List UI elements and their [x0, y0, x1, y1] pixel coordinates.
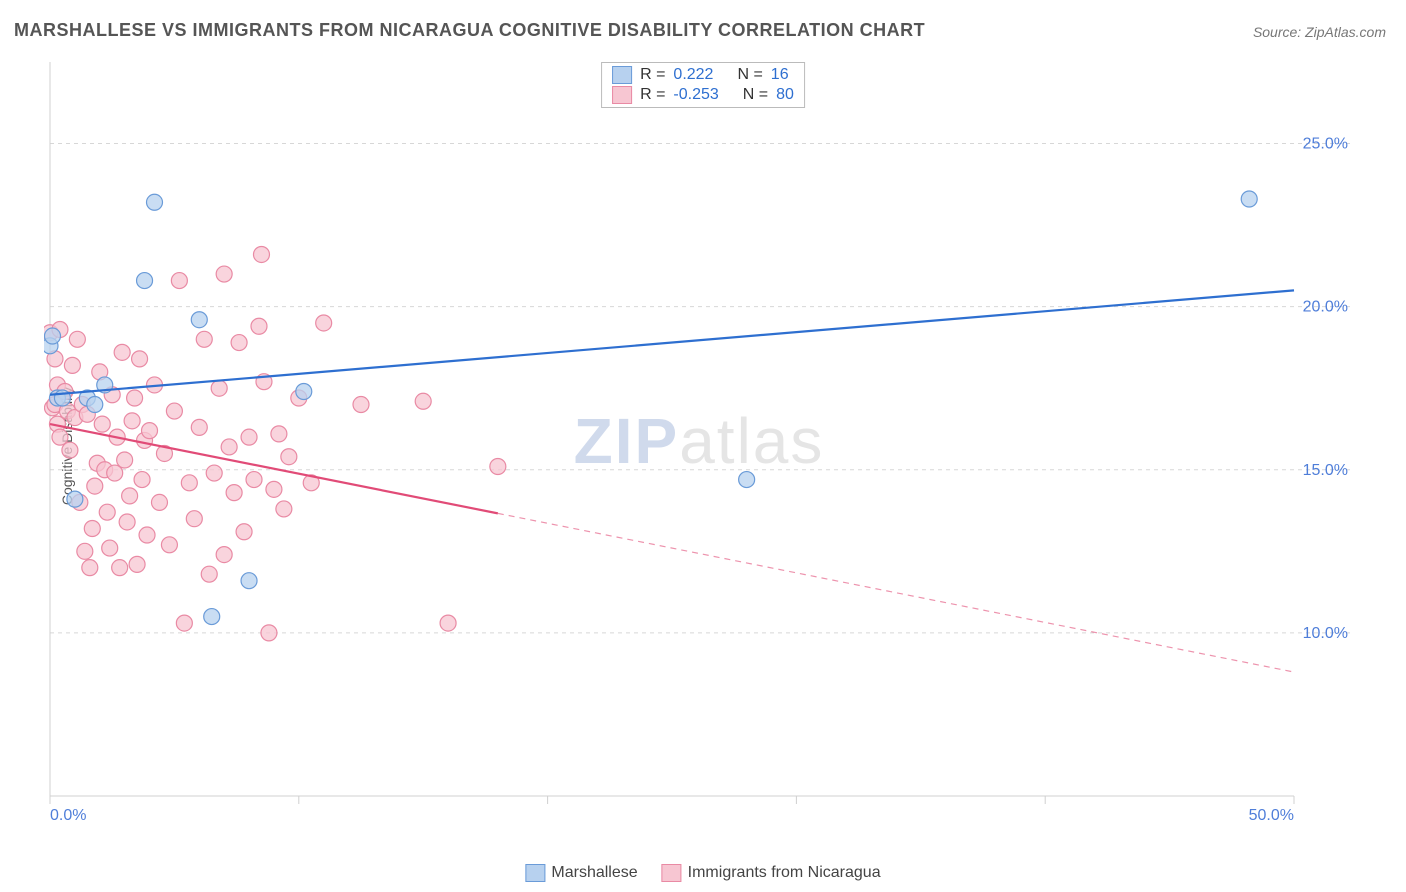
r-label: R = — [640, 66, 665, 84]
legend-item-b: Immigrants from Nicaragua — [662, 864, 881, 882]
r-value-b: -0.253 — [673, 86, 718, 104]
chart-area: 10.0%15.0%20.0%25.0%0.0%50.0% ZIPatlas — [44, 56, 1354, 826]
legend-item-a: Marshallese — [525, 864, 637, 882]
svg-text:15.0%: 15.0% — [1303, 462, 1348, 479]
legend-stats: R = 0.222 N = 16 R = -0.253 N = 80 — [601, 62, 805, 108]
legend-stats-row-b: R = -0.253 N = 80 — [612, 85, 794, 105]
n-value-b: 80 — [776, 86, 794, 104]
n-value-a: 16 — [771, 66, 789, 84]
svg-text:50.0%: 50.0% — [1249, 807, 1294, 824]
svg-text:0.0%: 0.0% — [50, 807, 86, 824]
legend-series: Marshallese Immigrants from Nicaragua — [525, 864, 880, 882]
n-label: N = — [743, 86, 768, 104]
swatch-b-icon — [612, 86, 632, 104]
legend-stats-row-a: R = 0.222 N = 16 — [612, 65, 794, 85]
svg-text:10.0%: 10.0% — [1303, 625, 1348, 642]
legend-label-a: Marshallese — [551, 864, 637, 882]
scatter-chart: 10.0% 15.0% 20.0% 25.0% 0.0% 50.0% — [44, 56, 1354, 826]
swatch-a-icon — [612, 66, 632, 84]
n-label: N = — [737, 66, 762, 84]
source-credit: Source: ZipAtlas.com — [1253, 24, 1386, 40]
svg-text:25.0%: 25.0% — [1303, 136, 1348, 153]
swatch-b-icon — [662, 864, 682, 882]
chart-title: MARSHALLESE VS IMMIGRANTS FROM NICARAGUA… — [14, 20, 925, 41]
legend-label-b: Immigrants from Nicaragua — [688, 864, 881, 882]
swatch-a-icon — [525, 864, 545, 882]
r-label: R = — [640, 86, 665, 104]
svg-text:20.0%: 20.0% — [1303, 299, 1348, 316]
r-value-a: 0.222 — [673, 66, 713, 84]
